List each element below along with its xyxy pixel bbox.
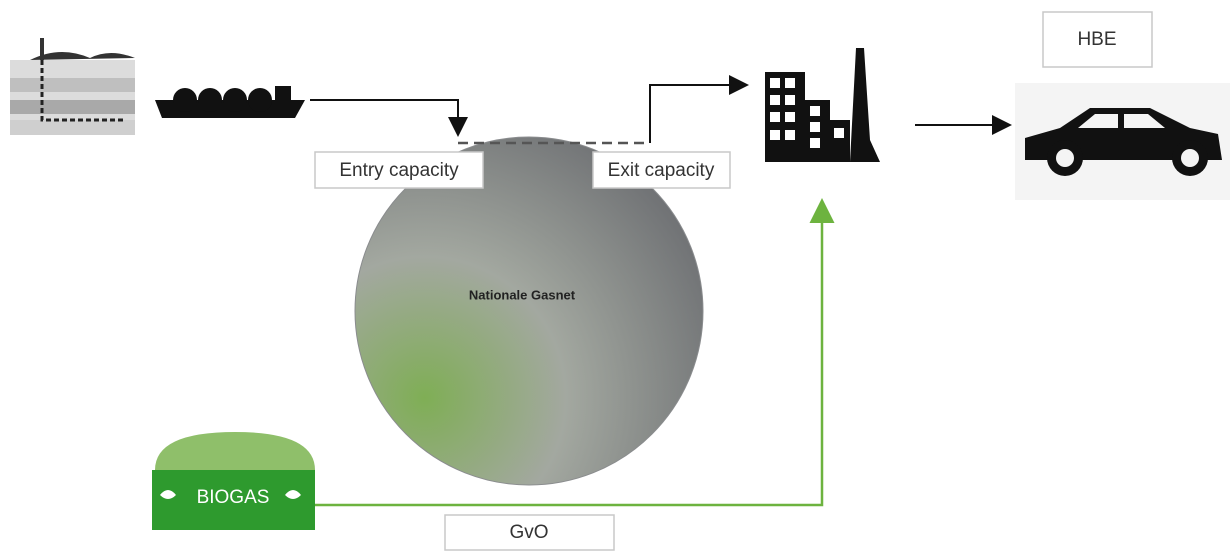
network-label: Nationale Gasnet: [469, 287, 576, 302]
green-arrow: [315, 198, 835, 507]
hbe-box: [1042, 11, 1153, 68]
exit-label: Exit capacity: [608, 160, 715, 181]
factory-icon: [765, 48, 880, 162]
entry-box: [314, 151, 484, 189]
hbe-label: HBE: [1077, 29, 1116, 50]
arrow: [649, 75, 749, 143]
car-icon: [1025, 108, 1222, 176]
entry-label: Entry capacity: [339, 160, 459, 181]
biogas-icon: [152, 432, 315, 530]
gvo-box: [444, 514, 615, 551]
lng-ship-icon: [155, 86, 305, 118]
gas-well-icon: [10, 38, 135, 135]
arrow: [310, 99, 468, 137]
exit-box: [592, 151, 731, 189]
gas-network-circle: [354, 136, 704, 486]
gvo-label: GvO: [509, 522, 548, 543]
biogas-label: BIOGAS: [197, 487, 270, 508]
